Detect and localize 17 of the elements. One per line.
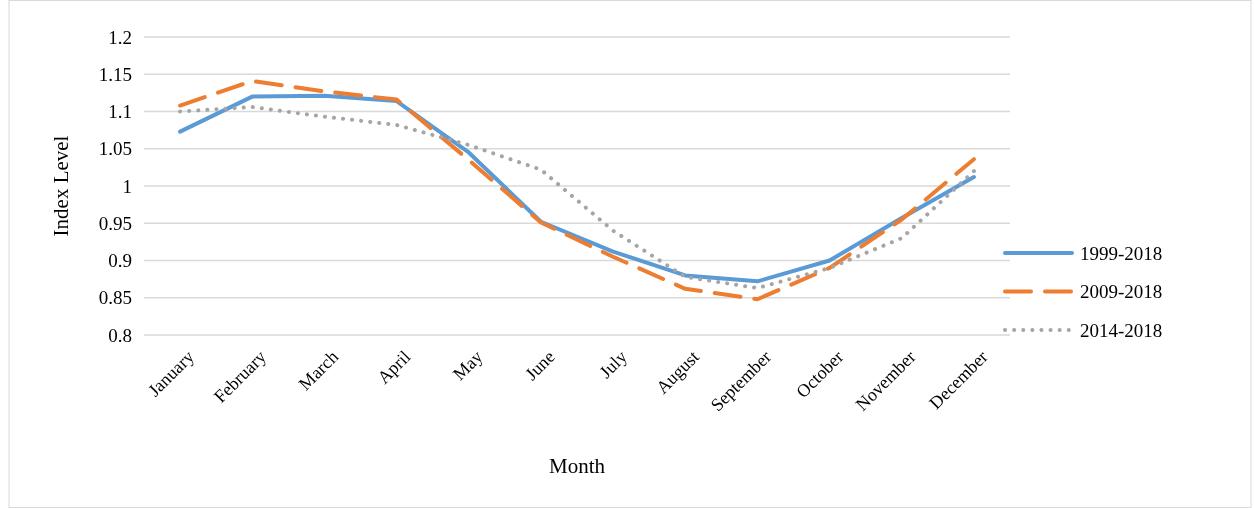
y-tick-label: 1.15 [98,63,132,85]
x-tick-label: June [521,346,559,385]
x-tick-label: May [449,346,487,385]
y-tick-label: 0.85 [98,287,132,309]
y-tick-label: 1 [122,175,132,197]
y-axis-title: Index Level [49,135,73,237]
y-tick-label: 0.95 [98,212,132,234]
legend-label: 2009-2018 [1080,281,1163,303]
legend-label: 1999-2018 [1080,242,1163,264]
legend-label: 2014-2018 [1080,319,1163,341]
y-tick-label: 0.8 [108,324,132,346]
y-tick-label: 1.05 [98,138,132,160]
y-tick-label: 1.1 [108,101,132,123]
x-tick-label: July [595,346,631,382]
y-tick-label: 1.2 [108,26,132,48]
y-tick-label: 0.9 [108,250,132,272]
x-axis-title: Month [548,454,606,478]
